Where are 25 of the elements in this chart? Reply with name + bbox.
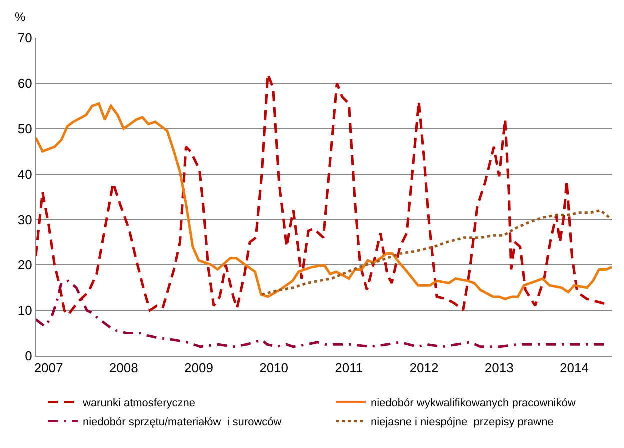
- x-tick-label: 2013: [484, 360, 514, 376]
- x-tick-label: 2010: [260, 360, 289, 376]
- x-tick-label: 2007: [34, 360, 64, 376]
- y-tick-label: 30: [18, 212, 32, 228]
- legend-label: niedobór sprzętu/materiałów i surowców: [83, 416, 282, 429]
- legend-label: warunki atmosferyczne: [82, 398, 196, 410]
- x-tick-label: 2009: [184, 360, 214, 376]
- x-tick-label: 2012: [410, 360, 439, 376]
- legend-label: niedobór wykwalifikowanych pracowników: [371, 398, 576, 410]
- x-tick-label: 2014: [560, 360, 589, 376]
- x-tick-label: 2011: [335, 360, 364, 376]
- y-tick-label: 70: [18, 30, 32, 46]
- y-tick-label: 20: [18, 258, 32, 273]
- y-tick-label: 0: [25, 348, 32, 364]
- y-tick-label: 40: [18, 166, 32, 182]
- y-tick-label: 60: [18, 76, 32, 91]
- line-series: [36, 280, 606, 348]
- line-series: [260, 209, 612, 296]
- x-tick-label: 2008: [109, 360, 138, 376]
- y-tick-label: 50: [18, 121, 32, 136]
- line-series: [36, 102, 612, 300]
- y-axis-title: %: [15, 10, 26, 24]
- line-series: [36, 73, 606, 316]
- legend-label: niejasne i niespójne przepisy prawne: [371, 416, 554, 429]
- y-tick-label: 10: [18, 303, 32, 318]
